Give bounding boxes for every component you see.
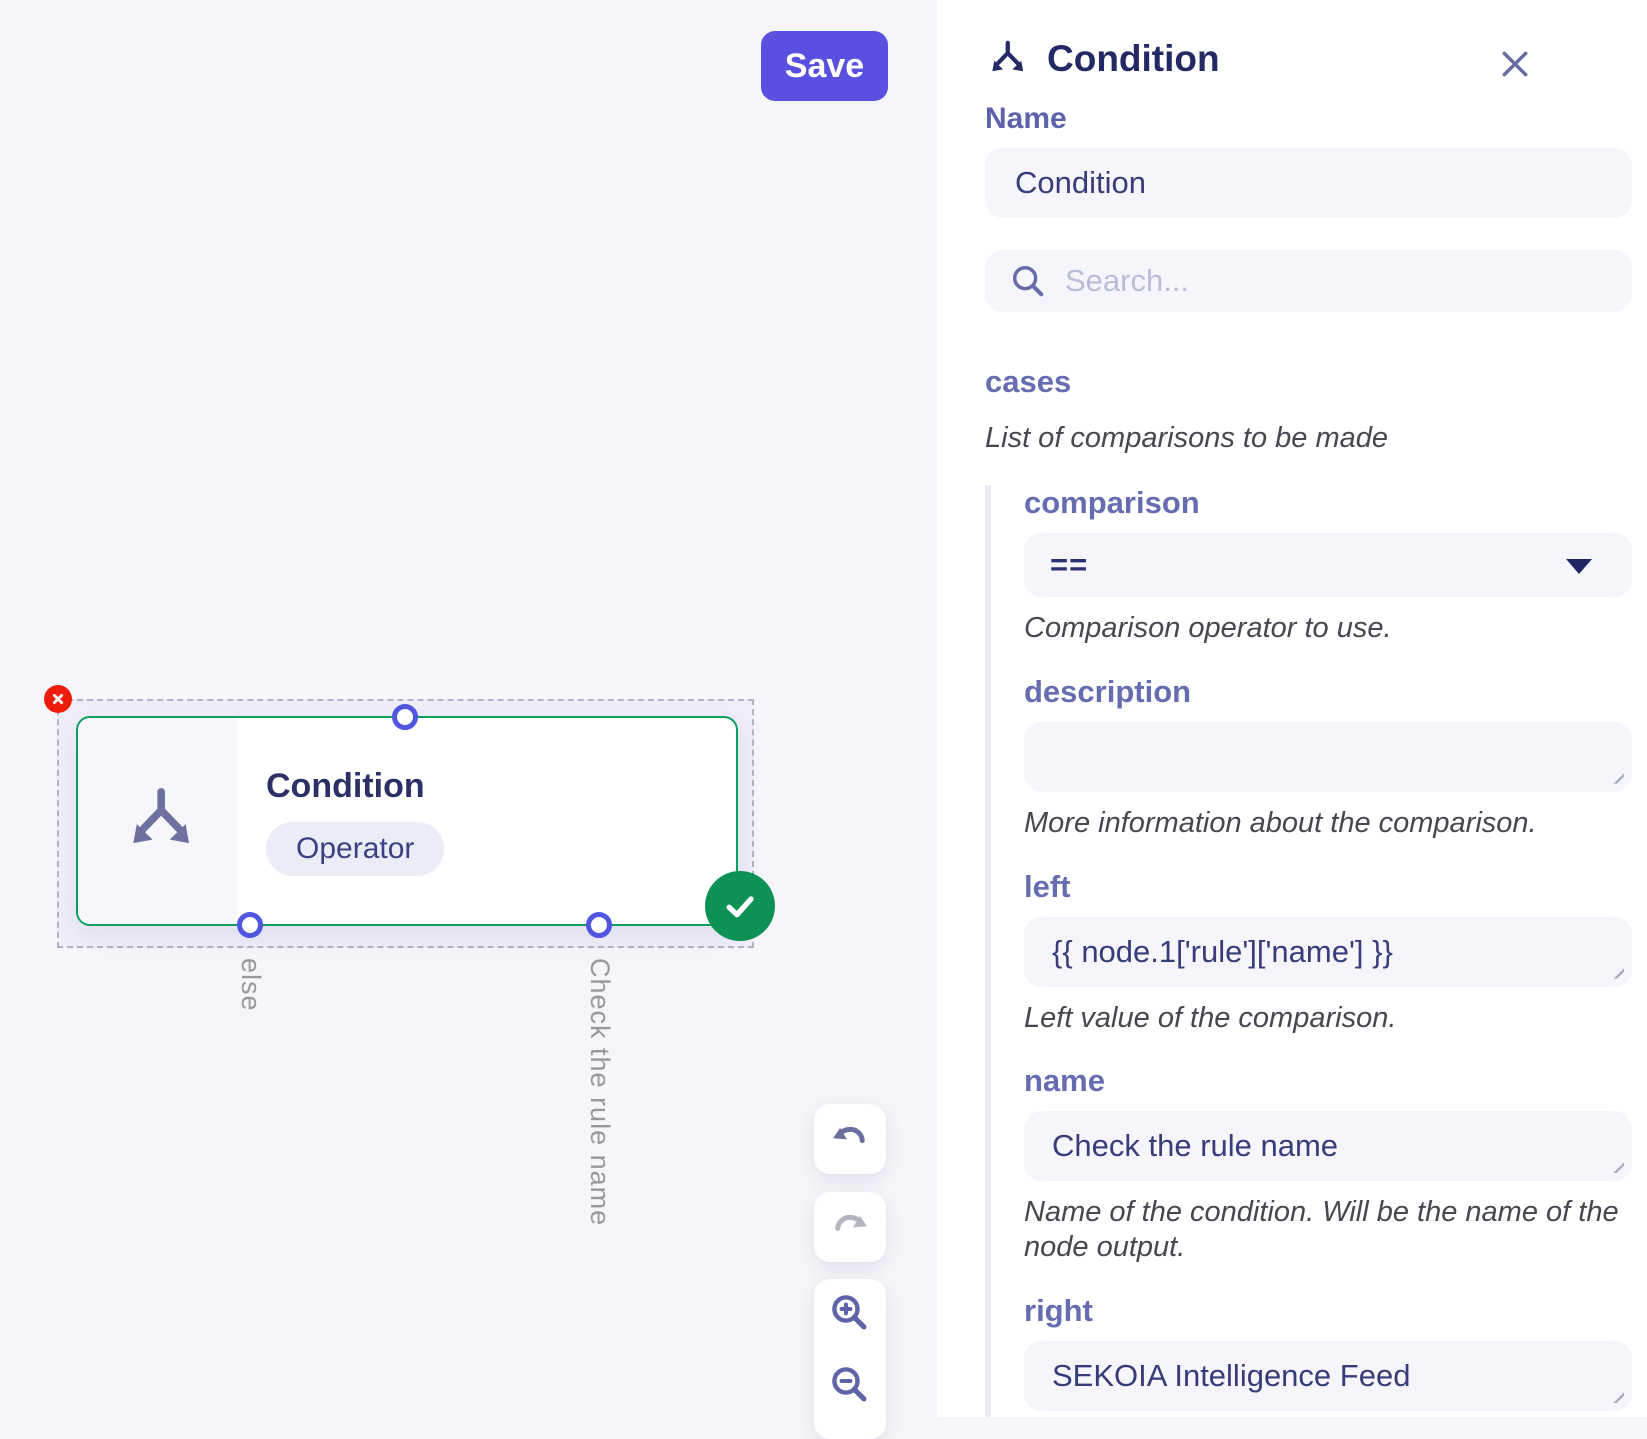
- field-name: name Check the rule name Name of the con…: [1024, 1063, 1632, 1265]
- case-name-value: Check the rule name: [1052, 1128, 1339, 1164]
- panel-header: Condition: [985, 38, 1632, 80]
- zoom-in-button[interactable]: [828, 1291, 872, 1335]
- delete-node-button[interactable]: [44, 685, 72, 713]
- search-input[interactable]: [1063, 262, 1608, 300]
- field-left: left {{ node.1['rule']['name'] }} Left v…: [1024, 869, 1632, 1036]
- description-help: More information about the comparison.: [1024, 806, 1537, 839]
- comparison-selected-value: ==: [1050, 547, 1089, 582]
- close-panel-button[interactable]: [1495, 44, 1535, 84]
- case-item-group: comparison == Comparison operator to use…: [985, 485, 1632, 1417]
- name-input[interactable]: [1013, 164, 1604, 202]
- chevron-down-icon: [1566, 559, 1592, 574]
- right-value: SEKOIA Intelligence Feed: [1052, 1357, 1411, 1393]
- resize-grip-icon[interactable]: [1607, 766, 1624, 784]
- branch-icon: [120, 783, 196, 859]
- else-output-port[interactable]: [237, 912, 263, 938]
- zoom-controls: [814, 1279, 886, 1439]
- search-box: [985, 250, 1632, 312]
- comparison-label: comparison: [1024, 485, 1200, 520]
- node-title: Condition: [266, 766, 425, 805]
- comparison-select[interactable]: ==: [1024, 533, 1632, 597]
- comparison-help: Comparison operator to use.: [1024, 612, 1392, 644]
- resize-grip-icon[interactable]: [1607, 961, 1624, 979]
- case-name-label: name: [1024, 1063, 1105, 1099]
- zoom-out-button[interactable]: [828, 1363, 872, 1407]
- node-settings-panel: Condition Name cases List of comparisons…: [937, 0, 1647, 1417]
- condition-node[interactable]: Condition Operator: [76, 716, 738, 926]
- right-label: right: [1024, 1292, 1093, 1328]
- panel-title: Condition: [1047, 38, 1220, 79]
- left-help: Left value of the comparison.: [1024, 1001, 1397, 1034]
- name-field-box: [985, 148, 1632, 218]
- field-description: description More information about the c…: [1024, 674, 1632, 841]
- check-icon: [720, 886, 760, 926]
- resize-grip-icon[interactable]: [1607, 1385, 1624, 1403]
- branch-icon: [985, 38, 1027, 80]
- field-right: right SEKOIA Intelligence Feed Right val…: [1024, 1293, 1632, 1417]
- cases-section-label: cases: [985, 364, 1072, 399]
- else-branch-label: else: [236, 958, 266, 1012]
- node-type-badge: Operator: [266, 821, 445, 876]
- close-icon: [50, 691, 66, 707]
- description-textarea[interactable]: [1024, 721, 1632, 792]
- node-icon-section: [78, 718, 238, 924]
- field-comparison: comparison == Comparison operator to use…: [1024, 485, 1632, 646]
- case-name-textarea[interactable]: Check the rule name: [1024, 1111, 1632, 1182]
- cases-section-help: List of comparisons to be made: [985, 422, 1388, 454]
- name-label: Name: [985, 102, 1067, 135]
- right-textarea[interactable]: SEKOIA Intelligence Feed: [1024, 1340, 1632, 1411]
- input-port[interactable]: [392, 704, 418, 730]
- left-value: {{ node.1['rule']['name'] }}: [1052, 933, 1393, 969]
- left-label: left: [1024, 868, 1071, 904]
- workflow-canvas[interactable]: Save Condit: [0, 0, 937, 1439]
- resize-grip-icon[interactable]: [1607, 1156, 1624, 1174]
- left-textarea[interactable]: {{ node.1['rule']['name'] }}: [1024, 916, 1632, 987]
- case-branch-label: Check the rule name: [585, 958, 615, 1227]
- save-button[interactable]: Save: [761, 31, 888, 101]
- redo-icon: [827, 1204, 873, 1250]
- case-output-port[interactable]: [586, 912, 612, 938]
- node-body: Condition Operator: [238, 718, 445, 924]
- redo-button[interactable]: [814, 1192, 886, 1262]
- description-label: description: [1024, 673, 1192, 709]
- undo-button[interactable]: [814, 1104, 886, 1174]
- node-valid-check-badge[interactable]: [705, 871, 775, 941]
- case-name-help: Name of the condition. Will be the name …: [1024, 1196, 1619, 1264]
- search-icon: [1009, 262, 1047, 300]
- undo-icon: [827, 1116, 873, 1162]
